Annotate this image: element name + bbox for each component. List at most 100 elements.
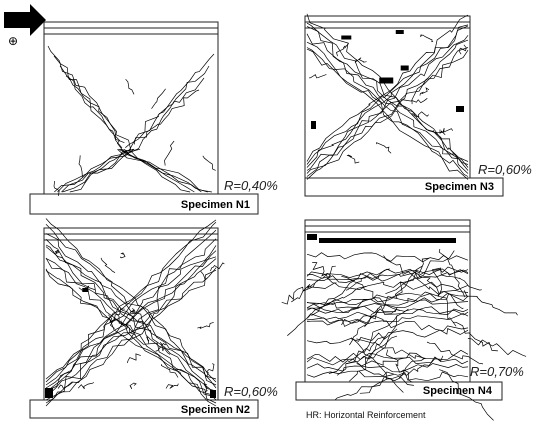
- crack-line: [411, 111, 429, 118]
- specimen-label-n2: Specimen N2: [180, 404, 250, 416]
- crack-line: [57, 148, 131, 193]
- specimen-label-n1: Specimen N1: [180, 199, 250, 211]
- crack-line: [45, 218, 217, 380]
- crack-line: [306, 308, 469, 320]
- panel-n1: [29, 21, 259, 215]
- spalling-mark: [307, 234, 317, 240]
- crack-line: [433, 127, 453, 133]
- crack-line: [197, 322, 214, 330]
- crack-line: [306, 47, 469, 177]
- crack-line: [306, 303, 469, 316]
- crack-line: [108, 314, 115, 329]
- spalling-mark: [311, 121, 316, 129]
- crack-line: [392, 257, 430, 298]
- crack-line: [65, 75, 131, 157]
- crack-line: [306, 327, 469, 344]
- ratio-n2: R=0,60%: [224, 384, 278, 399]
- crack-pattern-n2: [45, 218, 225, 407]
- spalling-mark: [341, 35, 352, 40]
- crack-line: [306, 22, 469, 165]
- crack-line: [125, 78, 135, 95]
- crack-line: [133, 89, 200, 145]
- crack-line: [306, 349, 469, 363]
- crack-line: [306, 363, 469, 373]
- crack-line: [126, 353, 141, 364]
- crack-line: [45, 238, 217, 389]
- plus-circle-icon: ⊕: [8, 34, 19, 48]
- crack-line: [311, 285, 367, 316]
- crack-pattern-n4: [281, 234, 527, 421]
- crack-line: [432, 270, 457, 327]
- spalling-mark: [319, 238, 456, 243]
- crack-line: [306, 269, 469, 283]
- crack-line: [385, 349, 413, 383]
- spalling-mark: [395, 30, 404, 34]
- crack-line: [306, 47, 469, 177]
- crack-line: [345, 315, 398, 365]
- crack-line: [53, 180, 60, 196]
- crack-line: [45, 221, 217, 383]
- ratio-n4: R=0,70%: [470, 364, 524, 379]
- crack-line: [354, 57, 367, 64]
- crack-line: [306, 35, 469, 171]
- crack-line: [206, 363, 215, 378]
- crack-line: [45, 246, 217, 395]
- spalling-mark: [82, 288, 89, 292]
- crack-line: [306, 318, 469, 332]
- crack-line: [78, 155, 83, 178]
- crack-line: [306, 299, 469, 314]
- panel-n4: [281, 219, 527, 421]
- crack-line: [346, 154, 360, 164]
- crack-line: [45, 229, 217, 386]
- crack-line: [160, 341, 171, 355]
- crack-line: [146, 336, 150, 344]
- crack-line: [306, 356, 469, 367]
- crack-line: [119, 252, 126, 259]
- crack-line: [439, 129, 446, 136]
- crack-line: [306, 252, 469, 263]
- legend-note: HR: Horizontal Reinforcement: [306, 410, 426, 420]
- crack-line: [62, 148, 141, 193]
- specimen-label-n3: Specimen N3: [424, 181, 494, 193]
- crack-line: [120, 320, 136, 336]
- crack-line: [45, 238, 217, 389]
- crack-line: [306, 292, 469, 309]
- spalling-mark: [45, 388, 53, 398]
- crack-line: [334, 374, 394, 401]
- crack-line: [118, 148, 208, 193]
- crack-line: [306, 13, 469, 162]
- spalling-mark: [456, 106, 464, 112]
- crack-line: [306, 25, 469, 168]
- crack-line: [439, 369, 494, 421]
- crack-line: [411, 98, 428, 105]
- crack-line: [117, 148, 202, 193]
- crack-line: [359, 357, 426, 394]
- crack-line: [306, 313, 469, 324]
- crack-line: [45, 250, 217, 395]
- crack-line: [129, 382, 137, 390]
- crack-line: [202, 155, 216, 171]
- crack-line: [385, 250, 455, 295]
- crack-line: [419, 34, 434, 43]
- crack-line: [78, 285, 96, 291]
- crack-line: [306, 50, 469, 180]
- crack-line: [291, 265, 336, 303]
- crack-line: [312, 262, 337, 284]
- crack-line: [383, 255, 440, 295]
- crack-line: [54, 249, 60, 255]
- crack-line: [129, 307, 136, 314]
- crack-line: [45, 245, 217, 392]
- crack-line: [165, 383, 179, 389]
- crack-line: [306, 41, 469, 174]
- crack-line: [77, 381, 94, 390]
- crack-pattern-n3: [306, 13, 469, 180]
- ratio-n1: R=0,40%: [224, 178, 278, 193]
- crack-line: [100, 257, 116, 274]
- crack-line: [129, 77, 205, 153]
- crack-line: [306, 290, 469, 305]
- crack-line: [161, 364, 179, 378]
- crack-line: [431, 267, 482, 291]
- crack-line: [45, 269, 217, 407]
- crack-line: [356, 338, 426, 360]
- crack-line: [45, 267, 217, 404]
